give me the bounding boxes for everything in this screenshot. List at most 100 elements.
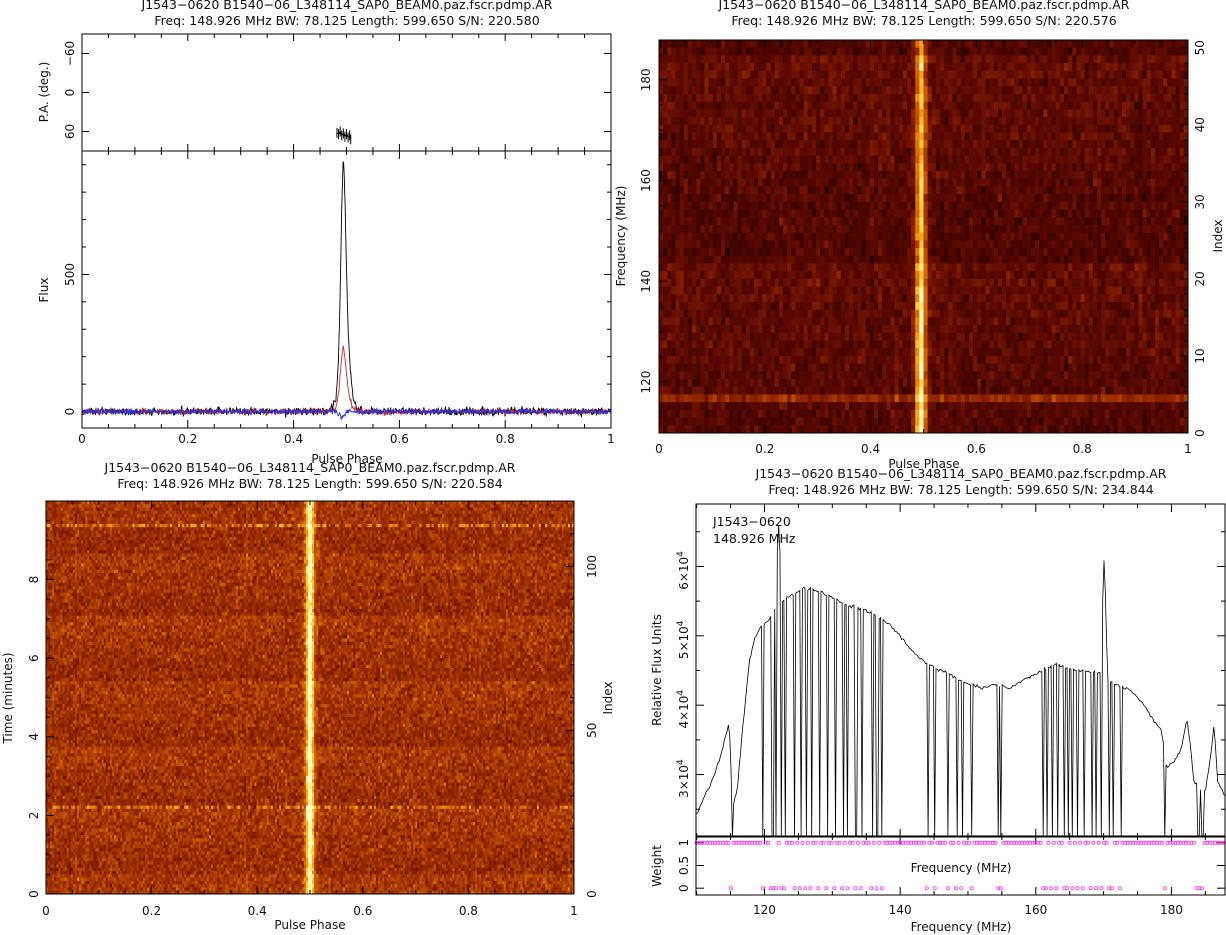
freq-phase-cell	[1146, 294, 1152, 303]
freq-phase-cell	[1183, 286, 1189, 295]
freq-phase-cell	[840, 47, 846, 56]
freq-phase-cell	[981, 224, 986, 234]
freq-phase-cell	[993, 255, 999, 264]
freq-phase-cell	[944, 47, 949, 56]
freq-phase-cell	[683, 93, 689, 103]
freq-phase-cell	[844, 302, 850, 311]
freq-phase-cell	[782, 302, 788, 311]
freq-phase-cell	[1072, 255, 1077, 264]
freq-phase-cell	[770, 240, 776, 249]
freq-phase-cell	[993, 201, 999, 210]
freq-phase-cell	[865, 171, 871, 180]
freq-phase-cell	[671, 178, 676, 187]
freq-phase-cell	[844, 194, 850, 203]
freq-phase-cell	[749, 201, 755, 210]
freq-phase-cell	[811, 140, 817, 149]
freq-phase-cell	[712, 271, 718, 280]
freq-phase-cell	[935, 317, 941, 326]
freq-phase-cell	[857, 40, 862, 49]
freq-phase-cell	[667, 101, 672, 110]
freq-phase-cell	[1134, 248, 1139, 257]
freq-phase-cell	[1105, 309, 1110, 318]
freq-phase-cell	[787, 163, 792, 172]
freq-phase-cell	[687, 286, 693, 295]
freq-phase-cell	[1076, 132, 1081, 141]
freq-phase-cell	[840, 178, 846, 187]
freq-phase-cell	[886, 209, 891, 218]
freq-phase-cell	[1043, 194, 1048, 203]
freq-phase-cell	[861, 147, 867, 156]
freq-phase-cell	[993, 294, 999, 303]
freq-phase-cell	[882, 255, 887, 264]
freq-phase-cell	[873, 109, 879, 118]
freq-phase-cell	[712, 194, 718, 203]
freq-phase-cell	[836, 278, 842, 287]
freq-phase-cell	[985, 171, 991, 180]
freq-phase-cell	[1059, 78, 1065, 87]
freq-phase-cell	[1113, 224, 1119, 234]
freq-phase-cell	[820, 294, 825, 303]
freq-phase-cell	[787, 271, 792, 280]
freq-phase-cell	[1146, 263, 1152, 272]
pulse-phase-label: Pulse Phase	[311, 452, 382, 466]
freq-phase-cell	[898, 248, 904, 257]
freq-phase-cell	[683, 224, 689, 234]
freq-phase-cell	[791, 101, 796, 110]
freq-phase-cell	[1113, 232, 1119, 241]
freq-phase-cell	[1039, 263, 1044, 272]
freq-phase-cell	[720, 109, 726, 118]
freq-phase-cell	[985, 55, 991, 64]
freq-phase-cell	[1113, 163, 1119, 172]
freq-phase-cell	[911, 178, 916, 187]
freq-phase-cell	[869, 309, 875, 318]
freq-phase-cell	[733, 294, 738, 303]
freq-phase-cell	[824, 70, 829, 79]
freq-phase-cell	[1109, 63, 1115, 72]
flux-x-tick-label: 0	[78, 432, 86, 446]
freq-phase-cell	[1030, 255, 1036, 264]
freq-phase-cell	[659, 255, 664, 264]
freq-phase-cell	[890, 147, 895, 156]
freq-phase-cell	[820, 63, 825, 72]
freq-phase-cell	[878, 325, 883, 334]
freq-phase-cell	[857, 263, 862, 272]
freq-phase-cell	[898, 86, 904, 95]
freq-phase-cell	[663, 325, 668, 334]
freq-phase-cell	[919, 309, 924, 318]
freq-phase-cell	[948, 186, 953, 195]
freq-phase-cell	[1010, 248, 1015, 257]
freq-phase-cell	[679, 40, 685, 49]
freq-phase-cell	[679, 232, 685, 241]
freq-phase-cell	[878, 186, 883, 195]
freq-phase-cell	[1092, 186, 1098, 195]
freq-phase-cell	[811, 124, 817, 133]
freq-phase-cell	[720, 178, 726, 187]
freq-phase-cell	[1068, 317, 1073, 326]
freq-phase-cell	[1101, 155, 1106, 164]
freq-phase-cell	[1126, 78, 1131, 87]
freq-phase-cell	[725, 186, 730, 195]
freq-phase-cell	[708, 78, 714, 87]
freq-phase-cell	[787, 209, 792, 218]
freq-phase-cell	[824, 40, 829, 49]
freq-phase-cell	[1163, 93, 1168, 103]
freq-phase-cell	[675, 186, 681, 195]
freq-phase-cell	[1142, 278, 1148, 287]
freq-phase-cell	[1059, 109, 1065, 118]
freq-phase-cell	[1159, 209, 1164, 218]
freq-phase-cell	[687, 124, 693, 133]
freq-phase-cell	[985, 209, 991, 218]
freq-phase-cell	[1043, 63, 1048, 72]
freq-phase-cell	[811, 101, 817, 110]
freq-phase-cell	[977, 240, 982, 249]
freq-phase-cell	[865, 232, 871, 241]
freq-phase-cell	[708, 248, 714, 257]
freq-phase-cell	[770, 248, 776, 257]
freq-phase-cell	[725, 232, 730, 241]
freq-phase-cell	[952, 209, 957, 218]
freq-phase-cell	[849, 40, 854, 49]
freq-phase-cell	[820, 194, 825, 203]
freq-phase-cell	[931, 124, 937, 133]
freq-phase-cell	[1101, 240, 1106, 249]
freq-phase-cell	[919, 240, 924, 249]
